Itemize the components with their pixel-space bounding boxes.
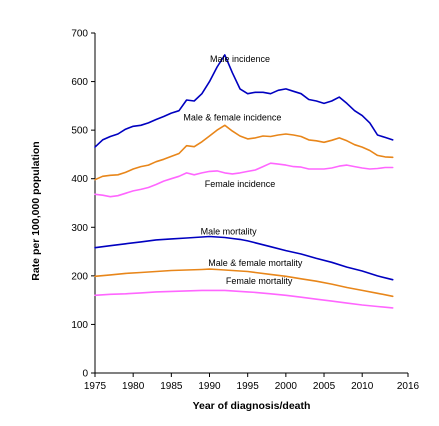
series-line-0 xyxy=(94,54,394,148)
y-tick-label: 100 xyxy=(71,320,88,331)
y-axis: 0 100 200 300 400 500 600 700 xyxy=(71,29,96,380)
x-axis: 1975 1980 1985 1990 1995 2000 2005 2010 2016 xyxy=(84,372,420,392)
series-annotation: Female mortality xyxy=(226,276,293,286)
x-tick-label: 2016 xyxy=(397,381,420,392)
y-tick-label: 400 xyxy=(71,174,88,185)
x-axis-title: Year of diagnosis/death xyxy=(193,400,311,412)
series-annotation: Male incidence xyxy=(210,54,270,64)
x-tick-label: 1975 xyxy=(84,381,107,392)
series-line-5 xyxy=(94,289,394,309)
series-annotation: Male & female incidence xyxy=(183,112,281,122)
series-layer xyxy=(94,54,394,309)
y-axis-title: Rate per 100,000 population xyxy=(30,141,42,280)
x-tick-label: 1990 xyxy=(198,381,221,392)
x-tick-label: 1995 xyxy=(237,381,260,392)
y-tick-label: 500 xyxy=(71,126,88,137)
y-tick-label: 600 xyxy=(71,77,88,88)
series-annotation: Male & female mortality xyxy=(208,258,303,268)
x-tick-label: 2010 xyxy=(351,381,374,392)
series-annotation: Male mortality xyxy=(201,227,258,237)
y-tick-label: 0 xyxy=(82,369,88,380)
series-line-2 xyxy=(94,162,394,198)
y-tick-label: 700 xyxy=(71,29,88,40)
series-line-4 xyxy=(94,268,394,298)
x-tick-label: 2000 xyxy=(275,381,298,392)
y-tick-label: 300 xyxy=(71,223,88,234)
x-tick-label: 1980 xyxy=(122,381,145,392)
annotation-layer: Male incidence Male & female incidence Fem… xyxy=(183,54,302,286)
x-tick-label: 2005 xyxy=(313,381,336,392)
series-annotation: Female incidence xyxy=(205,179,276,189)
x-tick-label: 1985 xyxy=(160,381,183,392)
series-line-3 xyxy=(94,235,394,281)
series-line-1 xyxy=(94,124,394,181)
y-tick-label: 200 xyxy=(71,271,88,282)
